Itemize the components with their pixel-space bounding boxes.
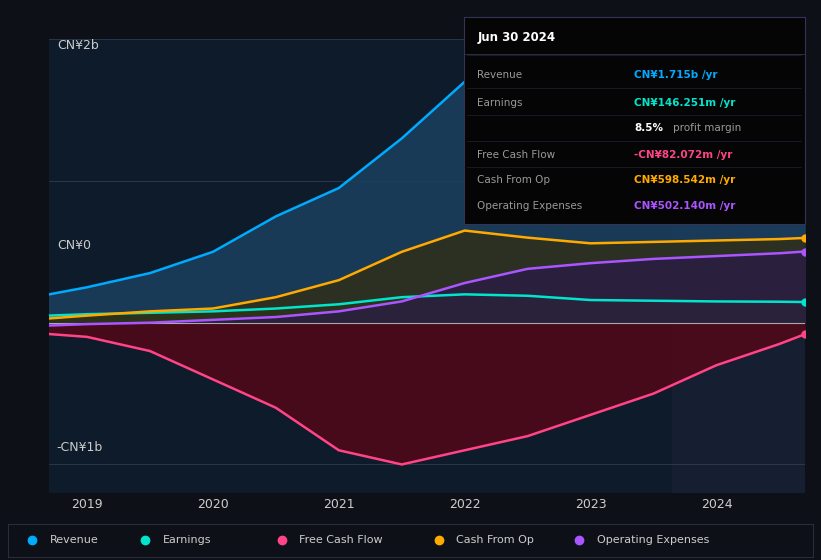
Text: -CN¥1b: -CN¥1b bbox=[57, 441, 103, 454]
Text: CN¥502.140m /yr: CN¥502.140m /yr bbox=[635, 202, 736, 211]
Text: Cash From Op: Cash From Op bbox=[456, 535, 534, 545]
Text: CN¥1.715b /yr: CN¥1.715b /yr bbox=[635, 70, 718, 80]
Text: CN¥0: CN¥0 bbox=[57, 239, 91, 252]
Text: CN¥146.251m /yr: CN¥146.251m /yr bbox=[635, 98, 736, 108]
Text: CN¥598.542m /yr: CN¥598.542m /yr bbox=[635, 175, 736, 185]
Text: 8.5%: 8.5% bbox=[635, 123, 663, 133]
Text: Operating Expenses: Operating Expenses bbox=[478, 202, 583, 211]
Text: Operating Expenses: Operating Expenses bbox=[597, 535, 709, 545]
Text: Earnings: Earnings bbox=[478, 98, 523, 108]
Text: -CN¥82.072m /yr: -CN¥82.072m /yr bbox=[635, 150, 732, 160]
Text: profit margin: profit margin bbox=[673, 123, 741, 133]
Text: Revenue: Revenue bbox=[478, 70, 523, 80]
Text: Revenue: Revenue bbox=[50, 535, 99, 545]
Text: Cash From Op: Cash From Op bbox=[478, 175, 551, 185]
Text: Jun 30 2024: Jun 30 2024 bbox=[478, 31, 556, 44]
Bar bbox=[672, 39, 805, 493]
Text: Free Cash Flow: Free Cash Flow bbox=[300, 535, 383, 545]
Text: CN¥2b: CN¥2b bbox=[57, 39, 99, 52]
Text: Earnings: Earnings bbox=[163, 535, 211, 545]
Text: Free Cash Flow: Free Cash Flow bbox=[478, 150, 556, 160]
